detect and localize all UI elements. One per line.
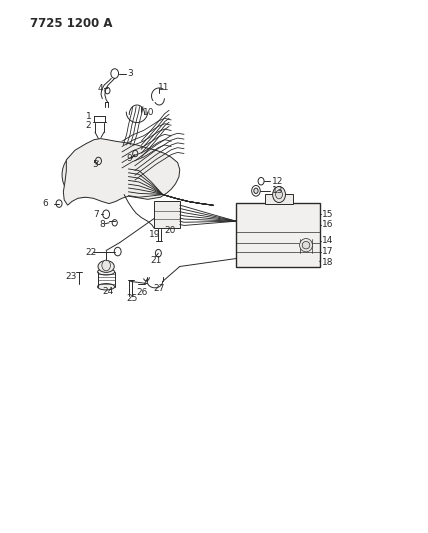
Text: 23: 23 (65, 272, 77, 280)
Text: 26: 26 (136, 288, 148, 296)
Text: 3: 3 (128, 69, 133, 78)
Text: 11: 11 (158, 83, 169, 92)
Bar (154, 201, 180, 228)
Text: 27: 27 (153, 285, 165, 293)
Text: 24: 24 (103, 287, 114, 296)
Text: 15: 15 (322, 210, 333, 219)
Text: 4: 4 (98, 84, 103, 93)
Text: 18: 18 (322, 258, 333, 266)
Text: 17: 17 (322, 247, 333, 256)
Text: 19: 19 (149, 230, 160, 239)
Text: 13: 13 (272, 187, 283, 195)
Text: 21: 21 (151, 256, 162, 264)
Text: 9: 9 (126, 154, 132, 163)
Bar (236, 203, 320, 266)
Text: 14: 14 (322, 237, 333, 245)
Text: 20: 20 (165, 226, 176, 235)
Ellipse shape (98, 269, 115, 275)
Circle shape (102, 260, 110, 271)
Ellipse shape (73, 165, 89, 184)
Circle shape (276, 190, 282, 199)
Text: 10: 10 (143, 109, 155, 117)
Text: 5: 5 (92, 160, 98, 168)
Text: 1: 1 (86, 112, 91, 120)
Ellipse shape (62, 152, 101, 197)
Bar (265, 194, 293, 204)
Text: 6: 6 (43, 199, 48, 208)
Text: 2: 2 (86, 122, 91, 130)
Ellipse shape (300, 239, 312, 252)
Ellipse shape (98, 261, 114, 272)
Text: 22: 22 (86, 248, 97, 257)
Text: 25: 25 (126, 294, 138, 303)
Text: 16: 16 (322, 221, 333, 229)
Text: 8: 8 (99, 221, 105, 229)
Ellipse shape (68, 159, 95, 191)
Text: 12: 12 (272, 177, 283, 185)
Circle shape (254, 188, 258, 193)
Ellipse shape (98, 284, 115, 290)
Ellipse shape (302, 241, 310, 249)
Text: 7725 1200 A: 7725 1200 A (30, 17, 113, 30)
Polygon shape (63, 139, 180, 205)
Text: 7: 7 (93, 210, 99, 219)
Circle shape (273, 187, 285, 203)
